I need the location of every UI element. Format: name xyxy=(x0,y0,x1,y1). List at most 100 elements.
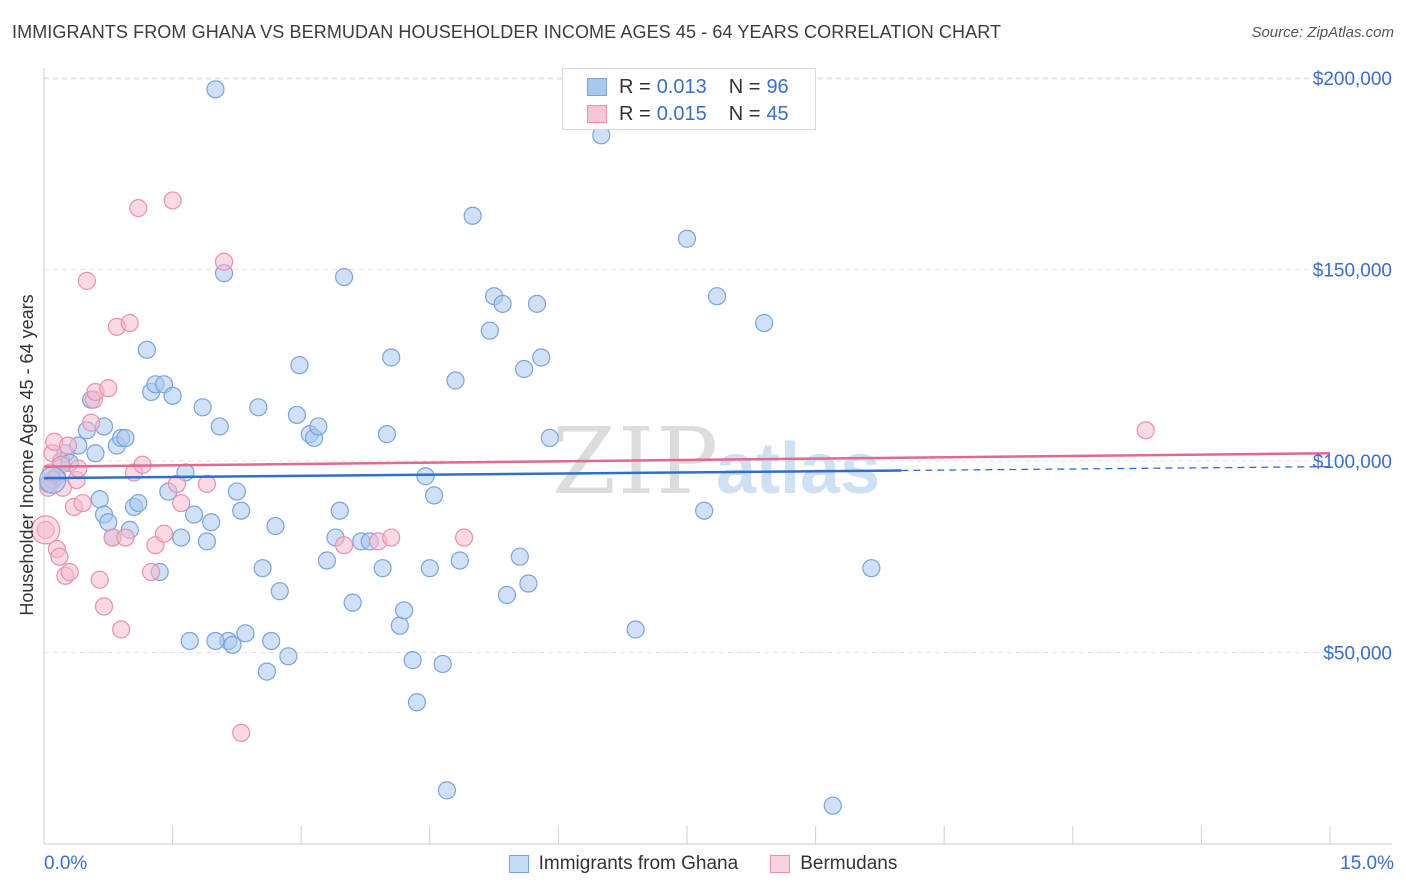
legend-stats: R = 0.013 N = 96 R = 0.015 N = 45 xyxy=(562,68,816,130)
ghana-point xyxy=(206,631,225,651)
ghana-point xyxy=(407,693,427,712)
y-tick-label: $150,000 xyxy=(1313,260,1392,281)
ghana-point xyxy=(707,287,727,306)
ghana-point xyxy=(390,616,409,635)
bermudan-point xyxy=(129,198,148,218)
ghana-point xyxy=(394,601,414,620)
ghana-point xyxy=(450,551,469,570)
ghana-trend-line xyxy=(43,469,902,480)
ghana-point xyxy=(480,321,499,340)
bermudan-point xyxy=(69,459,88,478)
ghana-point xyxy=(270,582,289,601)
bermudan-point xyxy=(334,536,354,555)
ghana-point xyxy=(420,559,439,578)
bermudan-point xyxy=(36,520,55,539)
ghana-point xyxy=(90,490,109,509)
ghana-point xyxy=(416,467,435,486)
chart-source: Source: ZipAtlas.com xyxy=(1251,24,1394,41)
bermudan-point xyxy=(214,252,234,271)
ghana-point xyxy=(373,559,392,578)
ghana-point xyxy=(382,348,401,367)
ghana-point xyxy=(317,551,337,570)
legend-row-bermudans: R = 0.015 N = 45 xyxy=(587,102,789,126)
bermudan-point xyxy=(94,597,114,616)
legend-r-label: R = xyxy=(619,75,651,98)
trend-lines xyxy=(43,452,1331,480)
ghana-point xyxy=(330,501,349,520)
ghana-point xyxy=(377,425,397,444)
bermudan-point xyxy=(142,562,161,582)
legend-label-ghana: Immigrants from Ghana xyxy=(538,853,739,874)
ghana-point xyxy=(266,516,285,536)
ghana-point xyxy=(334,267,354,287)
bermudan-point xyxy=(116,528,135,547)
ghana-point xyxy=(309,417,328,436)
ghana-point xyxy=(253,559,272,578)
bermudan-point xyxy=(163,191,182,210)
ghana-point xyxy=(129,493,148,513)
bermudan-trend-line xyxy=(43,452,1331,468)
ghana-point xyxy=(290,356,309,375)
legend-r-value: 0.015 xyxy=(656,102,707,125)
ghana-point xyxy=(626,620,645,639)
legend-label-bermudans: Bermudans xyxy=(800,853,898,874)
bermudan-point xyxy=(454,528,474,547)
ghana-point xyxy=(540,428,559,448)
ghana-point xyxy=(519,574,538,593)
ghana-point xyxy=(510,547,529,566)
ghana-point xyxy=(403,651,422,670)
ghana-point xyxy=(287,405,307,425)
bermudan-point xyxy=(90,570,109,589)
ghana-point xyxy=(695,501,714,520)
legend-item-bermudans[interactable]: Bermudans xyxy=(770,853,897,875)
ghana-point xyxy=(210,417,229,436)
ghana-point xyxy=(236,624,255,643)
legend-n-label: N = xyxy=(728,75,761,98)
ghana-point xyxy=(180,631,199,651)
legend-swatch-ghana xyxy=(508,855,529,873)
legend-r-label: R = xyxy=(619,102,651,125)
bermudan-point xyxy=(154,524,174,543)
ghana-point xyxy=(137,340,156,359)
ghana-point xyxy=(172,528,191,547)
ghana-point xyxy=(493,294,512,313)
ghana-point xyxy=(446,371,465,390)
bermudan-point xyxy=(50,547,69,566)
ghana-point xyxy=(463,206,482,225)
legend-swatch-bermudans xyxy=(770,855,791,873)
ghana-point xyxy=(202,513,221,532)
ghana-point xyxy=(163,386,182,405)
ghana-point xyxy=(257,662,277,681)
ghana-point xyxy=(823,796,842,815)
x-tick-label: 0.0% xyxy=(44,853,87,874)
ghana-point xyxy=(755,313,774,333)
ghana-point xyxy=(99,513,118,532)
ghana-point xyxy=(232,501,251,520)
bermudan-point xyxy=(31,515,61,545)
ghana-point xyxy=(677,229,697,248)
ghana-point xyxy=(223,635,242,654)
bermudan-point xyxy=(172,493,191,513)
y-tick-label: $100,000 xyxy=(1313,452,1392,473)
legend-item-ghana[interactable]: Immigrants from Ghana xyxy=(508,853,739,875)
legend-row-ghana: R = 0.013 N = 96 xyxy=(587,75,789,99)
ghana-point xyxy=(532,348,551,367)
ghana-point xyxy=(197,532,216,551)
ghana-point xyxy=(262,631,281,651)
ghana-point xyxy=(862,559,881,578)
ghana-point xyxy=(249,398,268,417)
bermudan-point xyxy=(382,528,401,547)
watermark-atlas: atlas xyxy=(716,429,880,509)
grid-lines xyxy=(44,77,1392,653)
ghana-point xyxy=(86,444,105,463)
ghana-point xyxy=(193,398,212,417)
ghana-point xyxy=(437,781,457,800)
data-points xyxy=(31,80,1155,815)
bermudan-point xyxy=(99,379,118,398)
legend-swatch-bermudans xyxy=(587,105,607,123)
legend-n-label: N = xyxy=(728,102,761,125)
ghana-point xyxy=(343,593,362,612)
ghana-point xyxy=(424,486,444,505)
bermudan-point xyxy=(58,436,78,455)
